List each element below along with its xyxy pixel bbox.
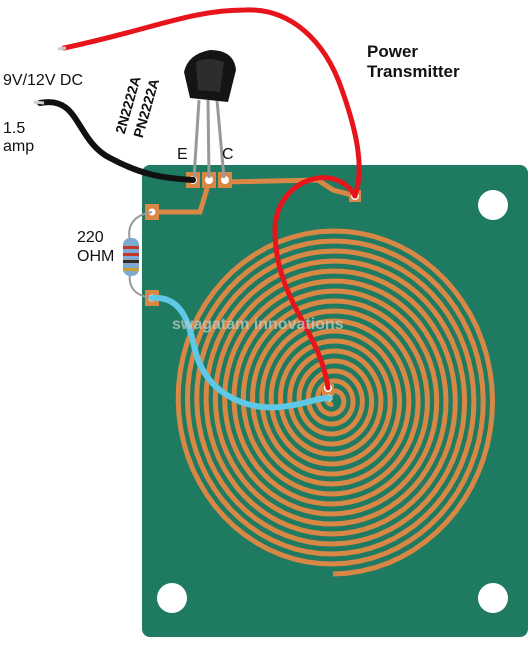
red-wire-tip [57, 46, 67, 51]
blue-wire [149, 294, 332, 411]
mounting-hole-icon [157, 583, 187, 613]
pin-e-label: E [177, 146, 188, 163]
red-wire [61, 7, 362, 199]
current-line-2: amp [3, 138, 35, 155]
mounting-hole-icon [478, 583, 508, 613]
resistor-unit: OHM [77, 248, 115, 265]
supply-current-label: 1.5 amp [3, 120, 34, 156]
black-wire [37, 99, 196, 183]
current-line-1: 1.5 [3, 120, 26, 137]
copper-trace [149, 177, 359, 215]
resistor-value: 220 [77, 229, 104, 246]
black-wire-tip [33, 100, 45, 105]
pin-c-label: C [222, 146, 234, 163]
spiral-coil-icon [175, 228, 496, 577]
resistor-icon [123, 211, 153, 299]
coil-track [175, 228, 496, 577]
resistor-value-label: 220 OHM [77, 228, 114, 266]
title-line-1: Power [367, 42, 419, 61]
red-coil-wire [272, 175, 358, 391]
watermark: swagatam innovations [172, 316, 344, 333]
transistor-icon [184, 50, 236, 179]
mounting-hole-icon [478, 190, 508, 220]
supply-voltage-label: 9V/12V DC [3, 72, 84, 89]
title-line-2: Transmitter [367, 62, 460, 81]
power-transmitter-title: Power Transmitter [367, 42, 460, 82]
